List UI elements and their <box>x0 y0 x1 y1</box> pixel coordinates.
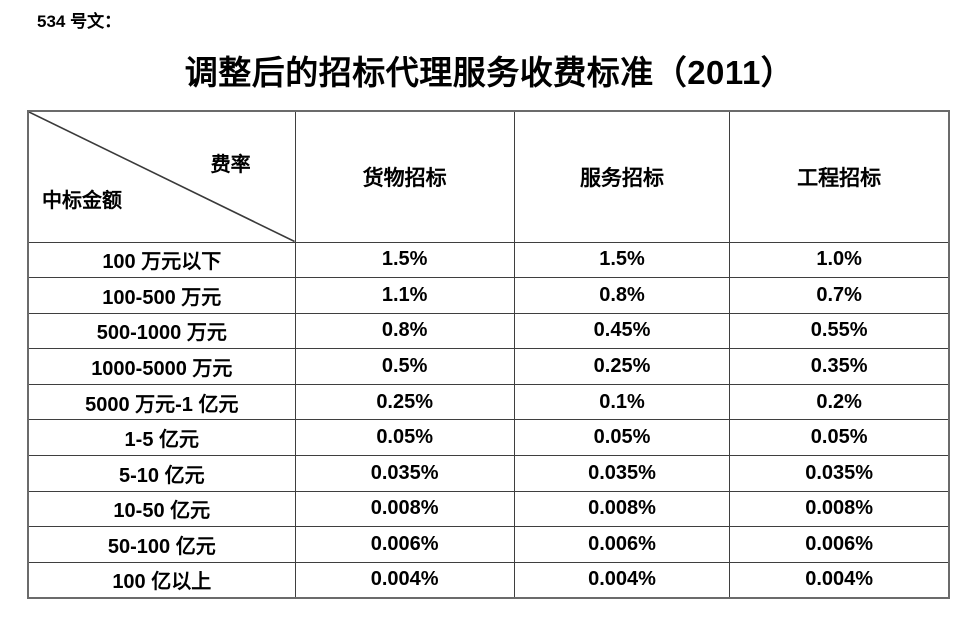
table-row: 10-50 亿元 0.008% 0.008% 0.008% <box>27 490 950 528</box>
service-rate-cell: 0.1% <box>513 383 731 421</box>
goods-rate-cell: 0.8% <box>294 312 515 350</box>
engineering-rate-cell: 0.35% <box>729 348 950 385</box>
amount-cell: 100-500 万元 <box>27 277 296 314</box>
goods-rate-cell: 0.008% <box>294 490 515 528</box>
column-header-goods: 货物招标 <box>294 110 515 243</box>
service-rate-cell: 0.05% <box>513 419 731 457</box>
service-rate-cell: 0.8% <box>513 277 731 314</box>
engineering-rate-cell: 0.2% <box>729 383 950 421</box>
corner-label-fee-rate: 费率 <box>210 154 251 176</box>
table-row: 5000 万元-1 亿元 0.25% 0.1% 0.2% <box>27 383 950 421</box>
service-rate-cell: 0.25% <box>513 348 731 385</box>
diagonal-divider-line <box>29 112 295 242</box>
corner-header-cell: 费率 中标金额 <box>27 110 296 243</box>
engineering-rate-cell: 1.0% <box>729 241 950 279</box>
engineering-rate-cell: 0.55% <box>729 312 950 350</box>
goods-rate-cell: 0.5% <box>294 348 515 385</box>
amount-cell: 5-10 亿元 <box>27 455 296 492</box>
service-rate-cell: 1.5% <box>513 241 731 279</box>
engineering-rate-cell: 0.05% <box>729 419 950 457</box>
engineering-rate-cell: 0.035% <box>729 455 950 492</box>
amount-cell: 1000-5000 万元 <box>27 348 296 385</box>
goods-rate-cell: 0.004% <box>294 561 515 599</box>
amount-cell: 50-100 亿元 <box>27 526 296 563</box>
page-title: 调整后的招标代理服务收费标准（2011） <box>184 54 795 91</box>
amount-cell: 100 万元以下 <box>27 241 296 279</box>
table-row: 100 亿以上 0.004% 0.004% 0.004% <box>27 561 950 599</box>
goods-rate-cell: 1.1% <box>294 277 515 314</box>
engineering-rate-cell: 0.7% <box>729 277 950 314</box>
column-header-service: 服务招标 <box>513 110 731 243</box>
corner-label-bid-amount: 中标金额 <box>42 190 122 212</box>
goods-rate-cell: 0.006% <box>294 526 515 563</box>
service-rate-cell: 0.004% <box>513 561 731 599</box>
table-row: 1-5 亿元 0.05% 0.05% 0.05% <box>27 419 950 457</box>
engineering-rate-cell: 0.006% <box>729 526 950 563</box>
service-rate-cell: 0.008% <box>513 490 731 528</box>
table-row: 1000-5000 万元 0.5% 0.25% 0.35% <box>27 348 950 385</box>
amount-cell: 10-50 亿元 <box>27 490 296 528</box>
goods-rate-cell: 0.035% <box>294 455 515 492</box>
service-rate-cell: 0.035% <box>513 455 731 492</box>
table-header-row: 费率 中标金额 货物招标 服务招标 工程招标 <box>27 110 950 243</box>
goods-rate-cell: 1.5% <box>294 241 515 279</box>
fee-rate-table: 费率 中标金额 货物招标 服务招标 工程招标 100 万元以下 1.5% 1.5… <box>27 110 950 599</box>
service-rate-cell: 0.45% <box>513 312 731 350</box>
goods-rate-cell: 0.05% <box>294 419 515 457</box>
table-row: 5-10 亿元 0.035% 0.035% 0.035% <box>27 455 950 492</box>
table-row: 100-500 万元 1.1% 0.8% 0.7% <box>27 277 950 314</box>
doc-number-label: 534 号文： <box>37 12 122 31</box>
column-header-engineering: 工程招标 <box>729 110 950 243</box>
engineering-rate-cell: 0.004% <box>729 561 950 599</box>
goods-rate-cell: 0.25% <box>294 383 515 421</box>
amount-cell: 5000 万元-1 亿元 <box>27 383 296 421</box>
service-rate-cell: 0.006% <box>513 526 731 563</box>
amount-cell: 100 亿以上 <box>27 561 296 599</box>
engineering-rate-cell: 0.008% <box>729 490 950 528</box>
amount-cell: 1-5 亿元 <box>27 419 296 457</box>
table-row: 100 万元以下 1.5% 1.5% 1.0% <box>27 241 950 279</box>
table-row: 50-100 亿元 0.006% 0.006% 0.006% <box>27 526 950 563</box>
amount-cell: 500-1000 万元 <box>27 312 296 350</box>
table-row: 500-1000 万元 0.8% 0.45% 0.55% <box>27 312 950 350</box>
